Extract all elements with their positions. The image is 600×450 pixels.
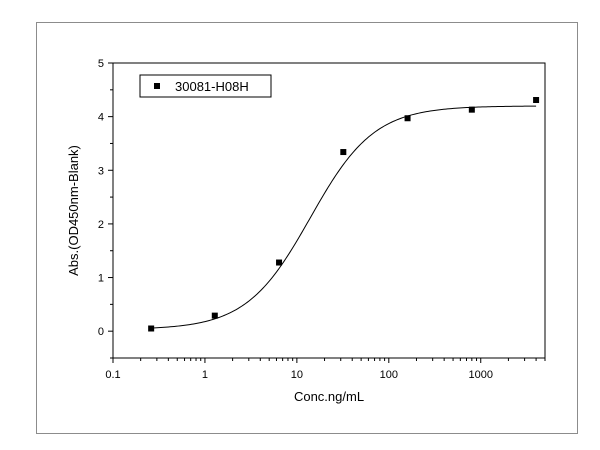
x-tick-label: 1000 xyxy=(468,369,492,381)
legend-box xyxy=(139,74,272,98)
data-point xyxy=(404,115,411,122)
y-axis-title: Abs.(OD450nm-Blank) xyxy=(66,145,81,276)
legend-label: 30081-H08H xyxy=(175,79,249,94)
y-tick-label: 3 xyxy=(98,165,104,177)
fit-curve xyxy=(151,105,537,329)
fit-curve-group xyxy=(151,105,537,329)
legend-marker xyxy=(154,83,160,89)
data-point xyxy=(276,259,283,266)
y-tick-label: 4 xyxy=(98,112,104,124)
data-point xyxy=(468,106,475,113)
data-points xyxy=(148,97,540,332)
y-tick-label: 2 xyxy=(98,219,104,231)
y-tick-label: 5 xyxy=(98,58,104,70)
axes: 0 1 2 3 4 5 0.1 1 10 100 1000 xyxy=(98,58,546,381)
legend: 30081-H08H xyxy=(139,74,272,98)
x-tick-label: 1 xyxy=(202,369,208,381)
data-point xyxy=(340,149,347,156)
x-tick-label: 100 xyxy=(380,369,398,381)
data-point xyxy=(148,325,155,332)
y-tick-label: 0 xyxy=(98,326,104,338)
plot-area-border xyxy=(112,62,546,359)
x-tick-label: 10 xyxy=(291,369,303,381)
chart-frame xyxy=(36,22,578,434)
y-tick-label: 1 xyxy=(98,273,104,285)
x-tick-label: 0.1 xyxy=(105,369,120,381)
x-axis-title: Conc.ng/mL xyxy=(294,389,364,404)
data-point xyxy=(211,312,218,319)
data-point xyxy=(533,97,540,104)
